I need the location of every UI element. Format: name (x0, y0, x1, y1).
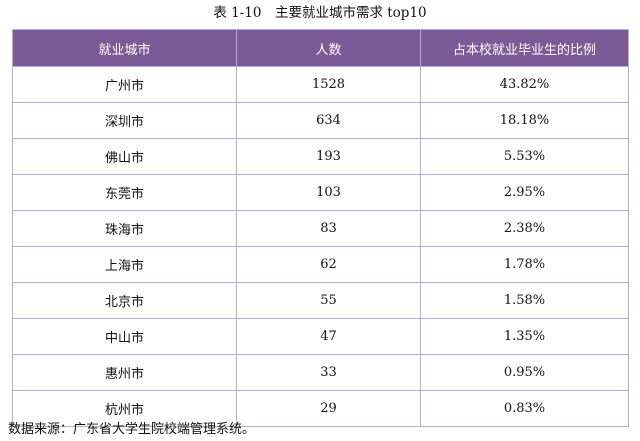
cell-count: 103 (236, 174, 421, 211)
table-header-row: 就业城市 人数 占本校就业毕业生的比例 (12, 29, 629, 67)
cell-ratio: 0.95% (420, 354, 629, 391)
data-source-note: 数据来源：广东省大学生院校端管理系统。 (8, 422, 256, 437)
cell-ratio: 2.38% (420, 210, 629, 247)
table-row: 上海市 62 1.78% (12, 246, 629, 283)
header-count: 人数 (236, 29, 421, 67)
cell-ratio: 43.82% (420, 66, 629, 103)
cell-count: 33 (236, 354, 421, 391)
cell-count: 62 (236, 246, 421, 283)
cell-city: 东莞市 (12, 174, 237, 211)
cell-ratio: 5.53% (420, 138, 629, 175)
cell-city: 上海市 (12, 246, 237, 283)
cell-city: 佛山市 (12, 138, 237, 175)
cell-count: 47 (236, 318, 421, 355)
cell-ratio: 18.18% (420, 102, 629, 139)
cell-city: 北京市 (12, 282, 237, 319)
header-ratio: 占本校就业毕业生的比例 (420, 29, 629, 67)
cell-city: 中山市 (12, 318, 237, 355)
cell-count: 29 (236, 390, 421, 427)
cell-count: 193 (236, 138, 421, 175)
cell-ratio: 1.78% (420, 246, 629, 283)
table-row: 佛山市 193 5.53% (12, 138, 629, 175)
header-city: 就业城市 (12, 29, 237, 67)
cell-ratio: 0.83% (420, 390, 629, 427)
cell-ratio: 1.58% (420, 282, 629, 319)
table-row: 杭州市 29 0.83% (12, 390, 629, 427)
cell-city: 惠州市 (12, 354, 237, 391)
table-row: 北京市 55 1.58% (12, 282, 629, 319)
cell-city: 深圳市 (12, 102, 237, 139)
cell-count: 1528 (236, 66, 421, 103)
table-row: 中山市 47 1.35% (12, 318, 629, 355)
table-row: 东莞市 103 2.95% (12, 174, 629, 211)
cell-count: 55 (236, 282, 421, 319)
cell-city: 珠海市 (12, 210, 237, 247)
table-row: 深圳市 634 18.18% (12, 102, 629, 139)
table-row: 珠海市 83 2.38% (12, 210, 629, 247)
cell-ratio: 2.95% (420, 174, 629, 211)
table-row: 广州市 1528 43.82% (12, 66, 629, 103)
table-caption: 表 1-10 主要就业城市需求 top10 (213, 5, 427, 21)
cell-city: 广州市 (12, 66, 237, 103)
table-row: 惠州市 33 0.95% (12, 354, 629, 391)
cell-ratio: 1.35% (420, 318, 629, 355)
city-demand-table: 就业城市 人数 占本校就业毕业生的比例 广州市 1528 43.82% 深圳市 … (12, 29, 629, 427)
cell-count: 83 (236, 210, 421, 247)
cell-city: 杭州市 (12, 390, 237, 427)
cell-count: 634 (236, 102, 421, 139)
